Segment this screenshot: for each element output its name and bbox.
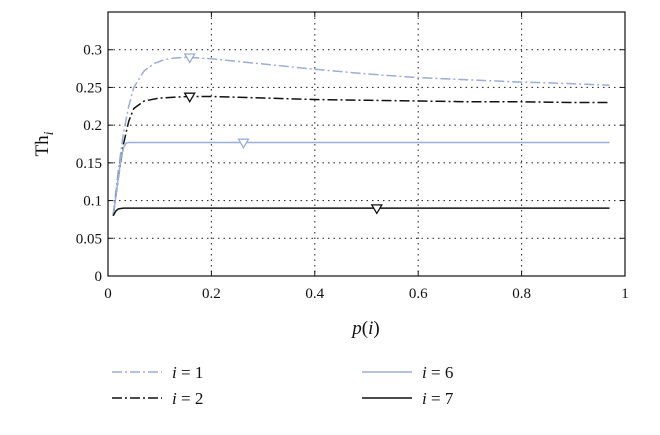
x-tick-label: 0.2 — [202, 286, 221, 302]
y-tick-label: 0.15 — [76, 156, 102, 172]
series-layer — [112, 56, 610, 217]
x-tick-label: 1 — [621, 286, 629, 302]
legend-label-4: i = 7 — [422, 389, 454, 408]
tick-labels: 0 0.2 0.4 0.6 0.8 1 0 0.05 0.1 0.15 0.2 0.25 0.3 — [76, 43, 629, 302]
x-tick-label: 0.6 — [409, 286, 428, 302]
y-tick-label: 0.2 — [83, 118, 102, 134]
grid — [108, 12, 625, 276]
y-tick-label: 0.3 — [83, 43, 102, 59]
series-line-1 — [112, 56, 610, 216]
x-tick-label: 0.8 — [512, 286, 531, 302]
legend-label-2: i = 2 — [172, 389, 203, 408]
plot-background — [108, 12, 625, 276]
x-axis-label: p(i) — [350, 318, 379, 339]
legend-label-1: i = 1 — [172, 363, 203, 382]
series-line-4 — [112, 207, 610, 217]
legend-label-3: i = 6 — [422, 363, 453, 382]
legend: i = 1 i = 2 i = 6 i = 7 — [112, 363, 454, 408]
ticks — [107, 12, 626, 277]
series-marker-1 — [183, 53, 196, 64]
y-tick-label: 0.05 — [76, 231, 102, 247]
series-line-2 — [112, 95, 610, 216]
y-tick-label: 0 — [95, 269, 103, 285]
series-marker-2 — [183, 92, 196, 103]
marker-layer — [183, 53, 383, 215]
series-line-3 — [112, 141, 610, 216]
y-axis-label: Thi — [32, 131, 57, 156]
y-tick-label: 0.1 — [83, 194, 102, 210]
series-marker-4 — [370, 204, 383, 215]
y-tick-label: 0.25 — [76, 80, 102, 96]
series-marker-3 — [237, 138, 250, 149]
x-tick-label: 0.4 — [305, 286, 324, 302]
x-tick-label: 0 — [104, 286, 112, 302]
plot-frame — [107, 11, 626, 277]
